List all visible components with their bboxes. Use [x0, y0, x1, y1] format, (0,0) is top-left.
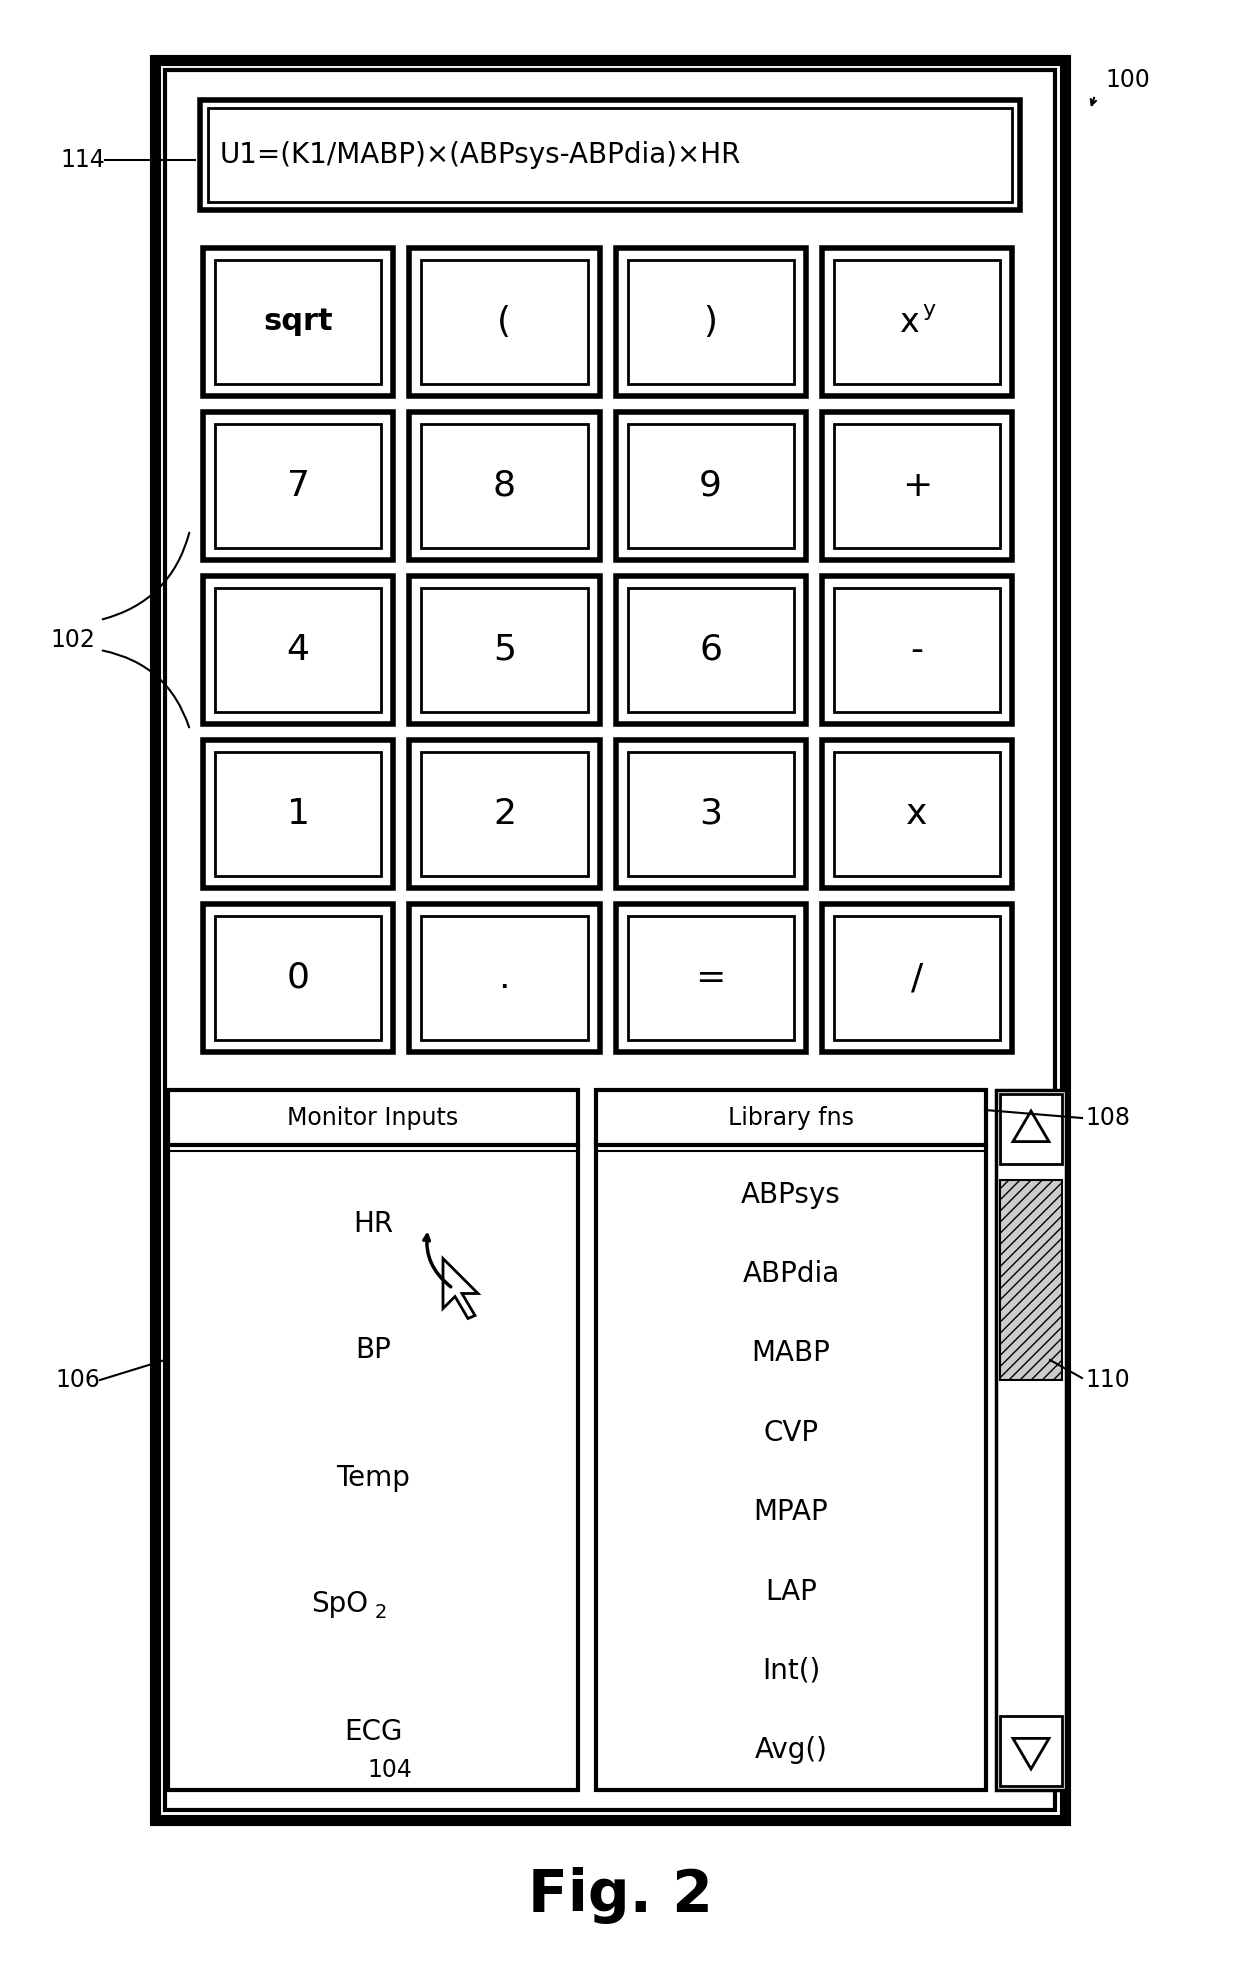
- Text: /: /: [911, 962, 923, 995]
- Bar: [822, 412, 1012, 559]
- Text: 3: 3: [699, 797, 722, 830]
- Bar: [165, 71, 1055, 1810]
- Polygon shape: [443, 1258, 477, 1319]
- Bar: [409, 905, 599, 1052]
- Text: 114: 114: [60, 147, 104, 173]
- Text: x: x: [906, 797, 928, 830]
- Text: 9: 9: [699, 469, 722, 503]
- Bar: [999, 1093, 1061, 1164]
- Polygon shape: [1013, 1111, 1049, 1142]
- Bar: [215, 589, 381, 713]
- Bar: [833, 424, 999, 548]
- Bar: [627, 917, 794, 1040]
- Polygon shape: [1013, 1739, 1049, 1769]
- Bar: [422, 752, 588, 875]
- Text: Int(): Int(): [761, 1657, 820, 1684]
- Bar: [422, 917, 588, 1040]
- Bar: [203, 905, 393, 1052]
- Bar: [215, 259, 381, 385]
- Bar: [996, 1089, 1066, 1790]
- Bar: [409, 575, 599, 724]
- Text: 2: 2: [492, 797, 516, 830]
- Text: 100: 100: [1105, 69, 1149, 92]
- Text: ECG: ECG: [343, 1718, 402, 1745]
- Bar: [999, 1180, 1061, 1380]
- Text: 108: 108: [1085, 1105, 1130, 1131]
- Bar: [822, 247, 1012, 397]
- Text: ): ): [703, 304, 718, 340]
- Text: 0: 0: [286, 962, 310, 995]
- Bar: [203, 412, 393, 559]
- Text: 1: 1: [286, 797, 310, 830]
- Bar: [155, 61, 1065, 1820]
- Bar: [215, 752, 381, 875]
- Bar: [215, 424, 381, 548]
- Text: ABPsys: ABPsys: [742, 1180, 841, 1209]
- Text: 6: 6: [699, 632, 722, 667]
- Text: Fig. 2: Fig. 2: [527, 1867, 713, 1924]
- Text: 102: 102: [50, 628, 95, 652]
- Text: (: (: [497, 304, 511, 340]
- Text: LAP: LAP: [765, 1578, 817, 1606]
- Bar: [167, 1089, 578, 1790]
- Text: SpO: SpO: [311, 1590, 368, 1619]
- Text: sqrt: sqrt: [263, 308, 332, 336]
- Bar: [822, 575, 1012, 724]
- Text: 110: 110: [1085, 1368, 1130, 1392]
- Bar: [615, 247, 806, 397]
- Text: Monitor Inputs: Monitor Inputs: [288, 1105, 459, 1129]
- Bar: [409, 412, 599, 559]
- Text: 5: 5: [492, 632, 516, 667]
- Bar: [822, 905, 1012, 1052]
- Bar: [615, 575, 806, 724]
- Text: 106: 106: [55, 1368, 100, 1392]
- Bar: [627, 259, 794, 385]
- Text: =: =: [696, 962, 725, 995]
- Text: +: +: [901, 469, 932, 503]
- Bar: [615, 740, 806, 887]
- Bar: [833, 917, 999, 1040]
- Text: 104: 104: [367, 1759, 413, 1782]
- Bar: [627, 589, 794, 713]
- Text: .: .: [498, 962, 510, 995]
- Text: 4: 4: [286, 632, 310, 667]
- Text: Temp: Temp: [336, 1464, 410, 1492]
- Text: 7: 7: [286, 469, 310, 503]
- Bar: [200, 100, 1021, 210]
- Text: U1=(K1/MABP)×(ABPsys-ABPdia)×HR: U1=(K1/MABP)×(ABPsys-ABPdia)×HR: [219, 141, 742, 169]
- Bar: [627, 424, 794, 548]
- Text: MABP: MABP: [751, 1339, 831, 1368]
- Bar: [615, 905, 806, 1052]
- Bar: [999, 1716, 1061, 1786]
- Bar: [422, 259, 588, 385]
- Text: 8: 8: [492, 469, 516, 503]
- Bar: [822, 740, 1012, 887]
- Text: -: -: [910, 632, 924, 667]
- Text: HR: HR: [353, 1209, 393, 1237]
- Bar: [215, 917, 381, 1040]
- Bar: [422, 589, 588, 713]
- Bar: [422, 424, 588, 548]
- Text: x: x: [899, 306, 919, 338]
- Bar: [203, 575, 393, 724]
- Bar: [615, 412, 806, 559]
- Text: CVP: CVP: [764, 1419, 818, 1447]
- Bar: [627, 752, 794, 875]
- Bar: [203, 247, 393, 397]
- Text: Avg(): Avg(): [755, 1737, 827, 1765]
- Bar: [596, 1089, 986, 1790]
- Text: ABPdia: ABPdia: [743, 1260, 839, 1288]
- Bar: [833, 589, 999, 713]
- Bar: [833, 752, 999, 875]
- Text: MPAP: MPAP: [754, 1498, 828, 1525]
- Text: Library fns: Library fns: [728, 1105, 854, 1129]
- Bar: [208, 108, 1012, 202]
- Text: y: y: [923, 300, 935, 320]
- Bar: [203, 740, 393, 887]
- Text: 2: 2: [374, 1604, 387, 1621]
- Bar: [833, 259, 999, 385]
- Text: BP: BP: [355, 1337, 391, 1364]
- Bar: [409, 740, 599, 887]
- Bar: [409, 247, 599, 397]
